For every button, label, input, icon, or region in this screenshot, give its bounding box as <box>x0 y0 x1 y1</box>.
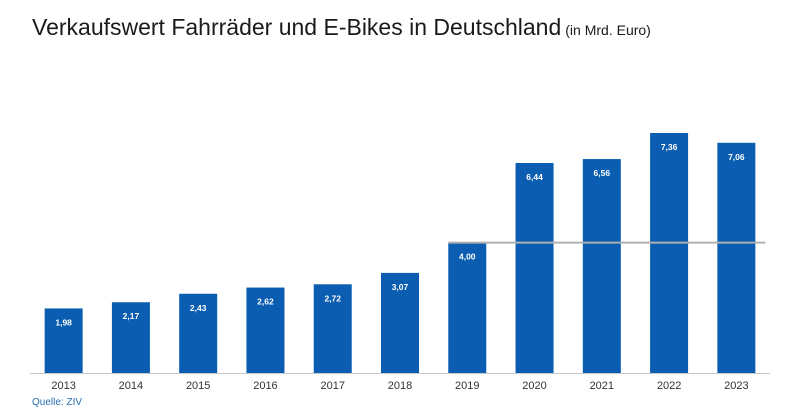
source-note: Quelle: ZIV <box>32 397 83 408</box>
bar-2015 <box>179 293 218 373</box>
chart-title: Verkaufswert Fahrräder und E-Bikes in De… <box>32 14 651 41</box>
bar-2023 <box>717 142 756 373</box>
data-label-2017: 2,72 <box>324 293 341 303</box>
bar-2021 <box>582 159 621 373</box>
data-label-2013: 1,98 <box>55 317 72 327</box>
x-tick-label-2022: 2022 <box>657 380 681 392</box>
x-tick-label-2017: 2017 <box>320 380 344 392</box>
x-tick-label-2014: 2014 <box>119 380 143 392</box>
data-label-2014: 2,17 <box>123 311 140 321</box>
data-label-2018: 3,07 <box>392 282 409 292</box>
bar-2013 <box>44 308 83 373</box>
x-tick-label-2020: 2020 <box>522 380 546 392</box>
data-label-2020: 6,44 <box>526 172 543 182</box>
x-tick-label-2019: 2019 <box>455 380 479 392</box>
bar-2020 <box>515 163 554 373</box>
x-tick-label-2016: 2016 <box>253 380 277 392</box>
data-label-2022: 7,36 <box>661 142 678 152</box>
chart-subtitle: (in Mrd. Euro) <box>565 22 651 38</box>
data-label-2021: 6,56 <box>594 168 611 178</box>
x-tick-label-2023: 2023 <box>724 380 748 392</box>
bar-2019 <box>448 242 487 373</box>
data-label-2016: 2,62 <box>257 297 274 307</box>
bar-2022 <box>650 133 689 373</box>
chart-title-text: Verkaufswert Fahrräder und E-Bikes in De… <box>32 14 562 40</box>
x-tick-label-2015: 2015 <box>186 380 210 392</box>
bar-2014 <box>111 302 150 373</box>
data-label-2015: 2,43 <box>190 303 207 313</box>
x-tick-label-2021: 2021 <box>590 380 614 392</box>
bar-2017 <box>313 284 352 373</box>
bar-2016 <box>246 287 285 373</box>
x-tick-label-2018: 2018 <box>388 380 412 392</box>
data-label-2019: 4,00 <box>459 252 476 262</box>
bar-2018 <box>381 272 419 373</box>
x-tick-label-2013: 2013 <box>51 380 75 392</box>
data-label-2023: 7,06 <box>728 152 745 162</box>
